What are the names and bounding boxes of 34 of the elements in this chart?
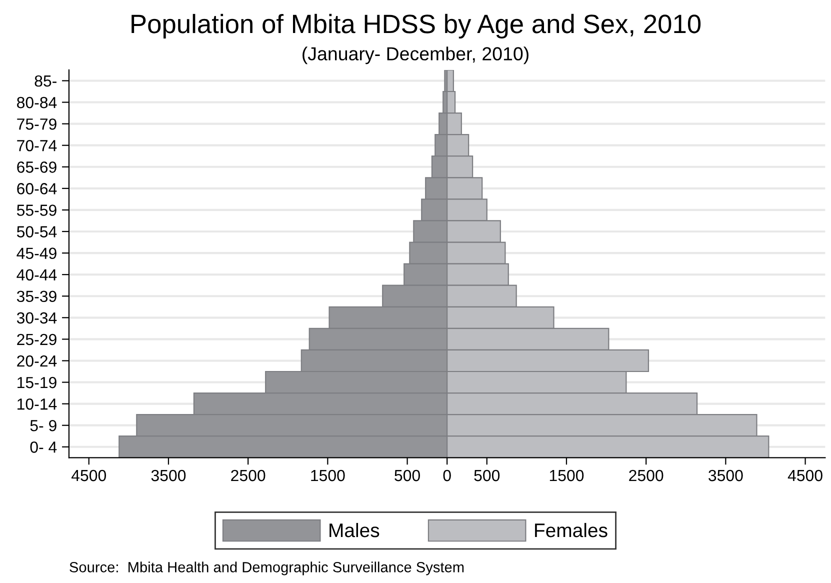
chart-title: Population of Mbita HDSS by Age and Sex, 2010 — [132, 14, 701, 39]
x-tick-label: 2500 — [629, 470, 664, 482]
source-note: Source: Mbita Health and Demographic Surveillance System — [70, 562, 464, 576]
y-tick-label: 85- — [34, 75, 56, 87]
chart-subtitle: (January- December, 2010) — [302, 46, 528, 64]
y-tick-label: 0- 4 — [30, 442, 57, 453]
x-tick-label: 3500 — [708, 470, 743, 482]
y-tick-label: 45-49 — [16, 248, 56, 259]
legend-label: Females — [535, 522, 608, 538]
y-tick-label: 55-59 — [16, 204, 56, 216]
y-tick-label: 10-14 — [18, 398, 57, 410]
x-tick-label: 4500 — [71, 470, 106, 482]
y-tick-label: 80-84 — [17, 96, 57, 108]
y-tick-label: 35-39 — [16, 290, 56, 302]
y-tick-label: 20-24 — [17, 355, 57, 367]
y-tick-label: 70-74 — [17, 140, 57, 152]
x-tick-label: 2500 — [231, 470, 266, 482]
x-tick-label: 0 — [443, 470, 451, 482]
y-tick-label: 15-19 — [18, 376, 56, 388]
y-tick-label: 5- 9 — [30, 420, 56, 432]
x-tick-label: 3500 — [151, 470, 186, 482]
x-tick-label: 4500 — [788, 470, 822, 482]
x-tick-label: 500 — [474, 470, 500, 482]
x-tick-label: 1500 — [550, 470, 584, 482]
x-tick-label: 1500 — [311, 470, 345, 482]
y-tick-label: 30-34 — [16, 312, 57, 324]
y-tick-label: 65-69 — [17, 162, 56, 173]
legend-label: Males — [330, 522, 380, 538]
x-tick-label: 500 — [394, 470, 420, 482]
y-tick-label: 50-54 — [16, 226, 57, 238]
y-tick-label: 40-44 — [16, 269, 57, 281]
y-tick-label: 60-64 — [17, 183, 57, 194]
y-tick-label: 25-29 — [17, 334, 56, 346]
y-tick-label: 75-79 — [17, 118, 56, 130]
